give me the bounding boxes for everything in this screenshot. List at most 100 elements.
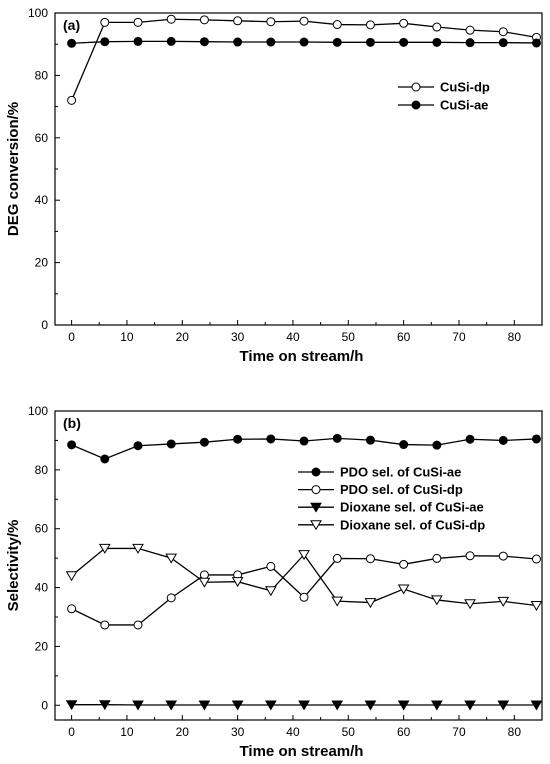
legend-item: CuSi-dp bbox=[398, 80, 490, 95]
data-point bbox=[430, 595, 443, 606]
data-point bbox=[233, 434, 243, 444]
panel-label: (b) bbox=[63, 415, 81, 431]
data-point bbox=[166, 439, 176, 449]
data-point bbox=[165, 700, 178, 711]
data-point bbox=[498, 551, 508, 561]
data-point bbox=[397, 584, 410, 595]
x-tick-label: 60 bbox=[397, 725, 411, 739]
series-cusi-ae bbox=[67, 36, 541, 48]
data-point bbox=[464, 599, 476, 610]
data-point bbox=[332, 433, 342, 443]
data-point bbox=[365, 20, 375, 30]
data-point bbox=[233, 37, 243, 47]
y-tick-label: 80 bbox=[35, 68, 49, 82]
data-point bbox=[531, 434, 541, 444]
panel-b: 0 10 20 30 40 50 60 70 80 0 20 40 60 80 100 Time on str… bbox=[5, 404, 543, 760]
legend-label: CuSi-ae bbox=[440, 98, 488, 113]
y-tick-label: 20 bbox=[35, 639, 49, 653]
data-point bbox=[199, 37, 209, 47]
legend-label: PDO sel. of CuSi-dp bbox=[340, 482, 463, 497]
legend-label: Dioxane sel. of CuSi-dp bbox=[340, 517, 485, 532]
legend-label: CuSi-dp bbox=[440, 80, 490, 95]
data-point bbox=[465, 434, 475, 444]
y-tick-label: 40 bbox=[35, 581, 49, 595]
data-point bbox=[165, 553, 178, 564]
data-point bbox=[498, 38, 508, 48]
panel-label: (a) bbox=[63, 17, 80, 33]
legend-item: Dioxane sel. of CuSi-dp bbox=[298, 517, 485, 532]
data-point bbox=[331, 596, 344, 607]
x-tick-label: 20 bbox=[176, 725, 190, 739]
data-point bbox=[100, 17, 110, 27]
x-tick-label: 80 bbox=[508, 725, 522, 739]
x-tick-label: 30 bbox=[231, 725, 245, 739]
data-point bbox=[132, 700, 144, 711]
data-point bbox=[266, 434, 276, 444]
data-point bbox=[298, 700, 310, 711]
data-point bbox=[530, 601, 543, 612]
legend-marker bbox=[310, 502, 322, 513]
data-point bbox=[399, 559, 409, 569]
data-point bbox=[266, 37, 276, 47]
data-point bbox=[133, 17, 143, 27]
y-tick-label: 60 bbox=[35, 131, 49, 145]
data-point bbox=[233, 16, 243, 26]
data-point bbox=[364, 598, 377, 609]
data-point bbox=[264, 700, 277, 711]
legend: CuSi-dp CuSi-ae bbox=[398, 80, 490, 113]
data-point bbox=[464, 700, 476, 711]
data-point bbox=[199, 437, 209, 447]
x-tick-label: 20 bbox=[176, 330, 190, 344]
data-point bbox=[497, 700, 510, 711]
legend-item: Dioxane sel. of CuSi-ae bbox=[298, 500, 484, 515]
legend-item: CuSi-ae bbox=[398, 98, 488, 113]
data-point bbox=[266, 17, 276, 27]
legend-marker bbox=[311, 467, 321, 477]
data-point bbox=[67, 95, 77, 105]
data-point bbox=[100, 37, 110, 47]
data-point bbox=[530, 700, 543, 711]
y-tick-label: 20 bbox=[35, 256, 49, 270]
data-point bbox=[132, 543, 144, 554]
data-point bbox=[432, 22, 442, 32]
panel-a: 0 10 20 30 40 50 60 70 80 0 20 40 60 80 100 Time on str… bbox=[5, 6, 543, 365]
data-point bbox=[133, 441, 143, 451]
legend-marker bbox=[411, 100, 421, 110]
legend-marker bbox=[311, 485, 321, 495]
data-point bbox=[498, 435, 508, 445]
data-point bbox=[298, 550, 310, 561]
x-tick-label: 80 bbox=[508, 330, 522, 344]
data-point bbox=[198, 700, 211, 711]
y-tick-label: 60 bbox=[35, 522, 49, 536]
x-tick-label: 0 bbox=[68, 330, 75, 344]
data-point bbox=[365, 554, 375, 564]
plot-frame bbox=[54, 12, 543, 326]
legend-marker bbox=[411, 82, 421, 92]
legend-item: PDO sel. of CuSi-ae bbox=[298, 465, 461, 480]
y-tick-label: 100 bbox=[28, 404, 48, 418]
y-tick-label: 40 bbox=[35, 193, 49, 207]
y-tick-label: 0 bbox=[41, 698, 48, 712]
x-tick-label: 70 bbox=[452, 725, 466, 739]
data-point bbox=[100, 454, 110, 464]
data-point bbox=[98, 700, 111, 711]
x-tick-label: 10 bbox=[120, 330, 134, 344]
data-point bbox=[399, 18, 409, 28]
data-point bbox=[498, 27, 508, 37]
data-point bbox=[299, 592, 309, 602]
legend-item: PDO sel. of CuSi-dp bbox=[298, 482, 463, 497]
y-tick-label: 100 bbox=[28, 6, 48, 20]
data-point bbox=[133, 36, 143, 46]
y-tick-label: 80 bbox=[35, 463, 49, 477]
data-point bbox=[364, 700, 377, 711]
data-point bbox=[332, 553, 342, 563]
data-point bbox=[430, 700, 443, 711]
series-pdo-sel-of-cusi-ae bbox=[67, 433, 541, 464]
data-point bbox=[98, 543, 111, 554]
data-point bbox=[199, 570, 209, 580]
data-point bbox=[531, 38, 541, 48]
data-point bbox=[432, 37, 442, 47]
series-cusi-dp bbox=[67, 14, 541, 105]
data-point bbox=[465, 551, 475, 561]
